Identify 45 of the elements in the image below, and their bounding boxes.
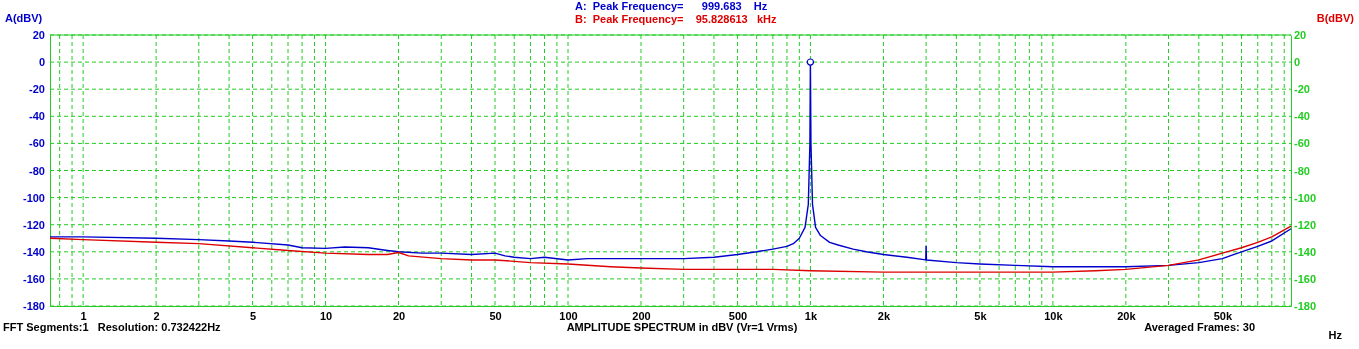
y2-axis-title: B(dBV) (1316, 12, 1355, 24)
x-tick-label: 10k (1044, 309, 1064, 322)
x-axis-title: AMPLITUDE SPECTRUM in dBV (Vr=1 Vrms) (566, 321, 798, 333)
x-tick-label: 20 (392, 309, 406, 322)
text: Hz (1328, 329, 1343, 341)
y-tick-label: 20 (32, 29, 45, 42)
text: A: Peak Frequency= 999.683 Hz (575, 0, 768, 12)
y2-tick-label: -140 (1294, 245, 1317, 258)
y2-tick-label: -20 (1294, 83, 1310, 96)
text: Averaged Frames: 30 (1144, 321, 1255, 333)
y2-tick-label: -180 (1294, 300, 1317, 313)
y-tick-label: -160 (22, 272, 45, 285)
y2-tick-label: 20 (1294, 29, 1307, 42)
x-tick-label: 20k (1117, 309, 1137, 322)
x-tick-label: 2 (153, 309, 160, 322)
x-tick-label: 100 (559, 309, 578, 322)
y2-tick-label: -100 (1294, 191, 1317, 204)
y-tick-label: -180 (22, 300, 45, 313)
x-tick-label: 200 (632, 309, 651, 322)
x-tick-label: 5 (250, 309, 257, 322)
y-tick-label: -40 (29, 110, 45, 123)
x-tick-label: 500 (728, 309, 748, 322)
y-tick-label: 0 (38, 56, 45, 69)
y-tick-label: -20 (29, 83, 45, 96)
y-tick-label: -80 (29, 164, 45, 177)
x-tick-label: 2k (877, 309, 891, 322)
y-axis-title: A(dBV) (5, 12, 43, 24)
y2-tick-label: 0 (1294, 56, 1301, 69)
x-tick-label: 5k (974, 309, 988, 322)
y-tick-label: -120 (22, 218, 45, 231)
y2-tick-label: -60 (1294, 137, 1310, 150)
x-tick-label: 1k (804, 309, 818, 322)
y2-tick-label: -40 (1294, 110, 1310, 123)
y2-tick-label: -160 (1294, 272, 1317, 285)
x-tick-label: 50k (1213, 309, 1233, 322)
x-tick-label: 1 (80, 309, 87, 322)
y-tick-label: -140 (22, 245, 45, 258)
y-tick-label: -60 (29, 137, 45, 150)
y2-tick-label: -120 (1294, 218, 1317, 231)
x-tick-label: 50 (489, 309, 502, 322)
y2-tick-label: -80 (1294, 164, 1310, 177)
text: FFT Segments:1 Resolution: 0.732422Hz (3, 321, 222, 333)
x-tick-label: 10 (319, 309, 333, 322)
y-tick-label: -100 (22, 191, 45, 204)
text: B: Peak Frequency= 95.828613 kHz (575, 13, 777, 25)
